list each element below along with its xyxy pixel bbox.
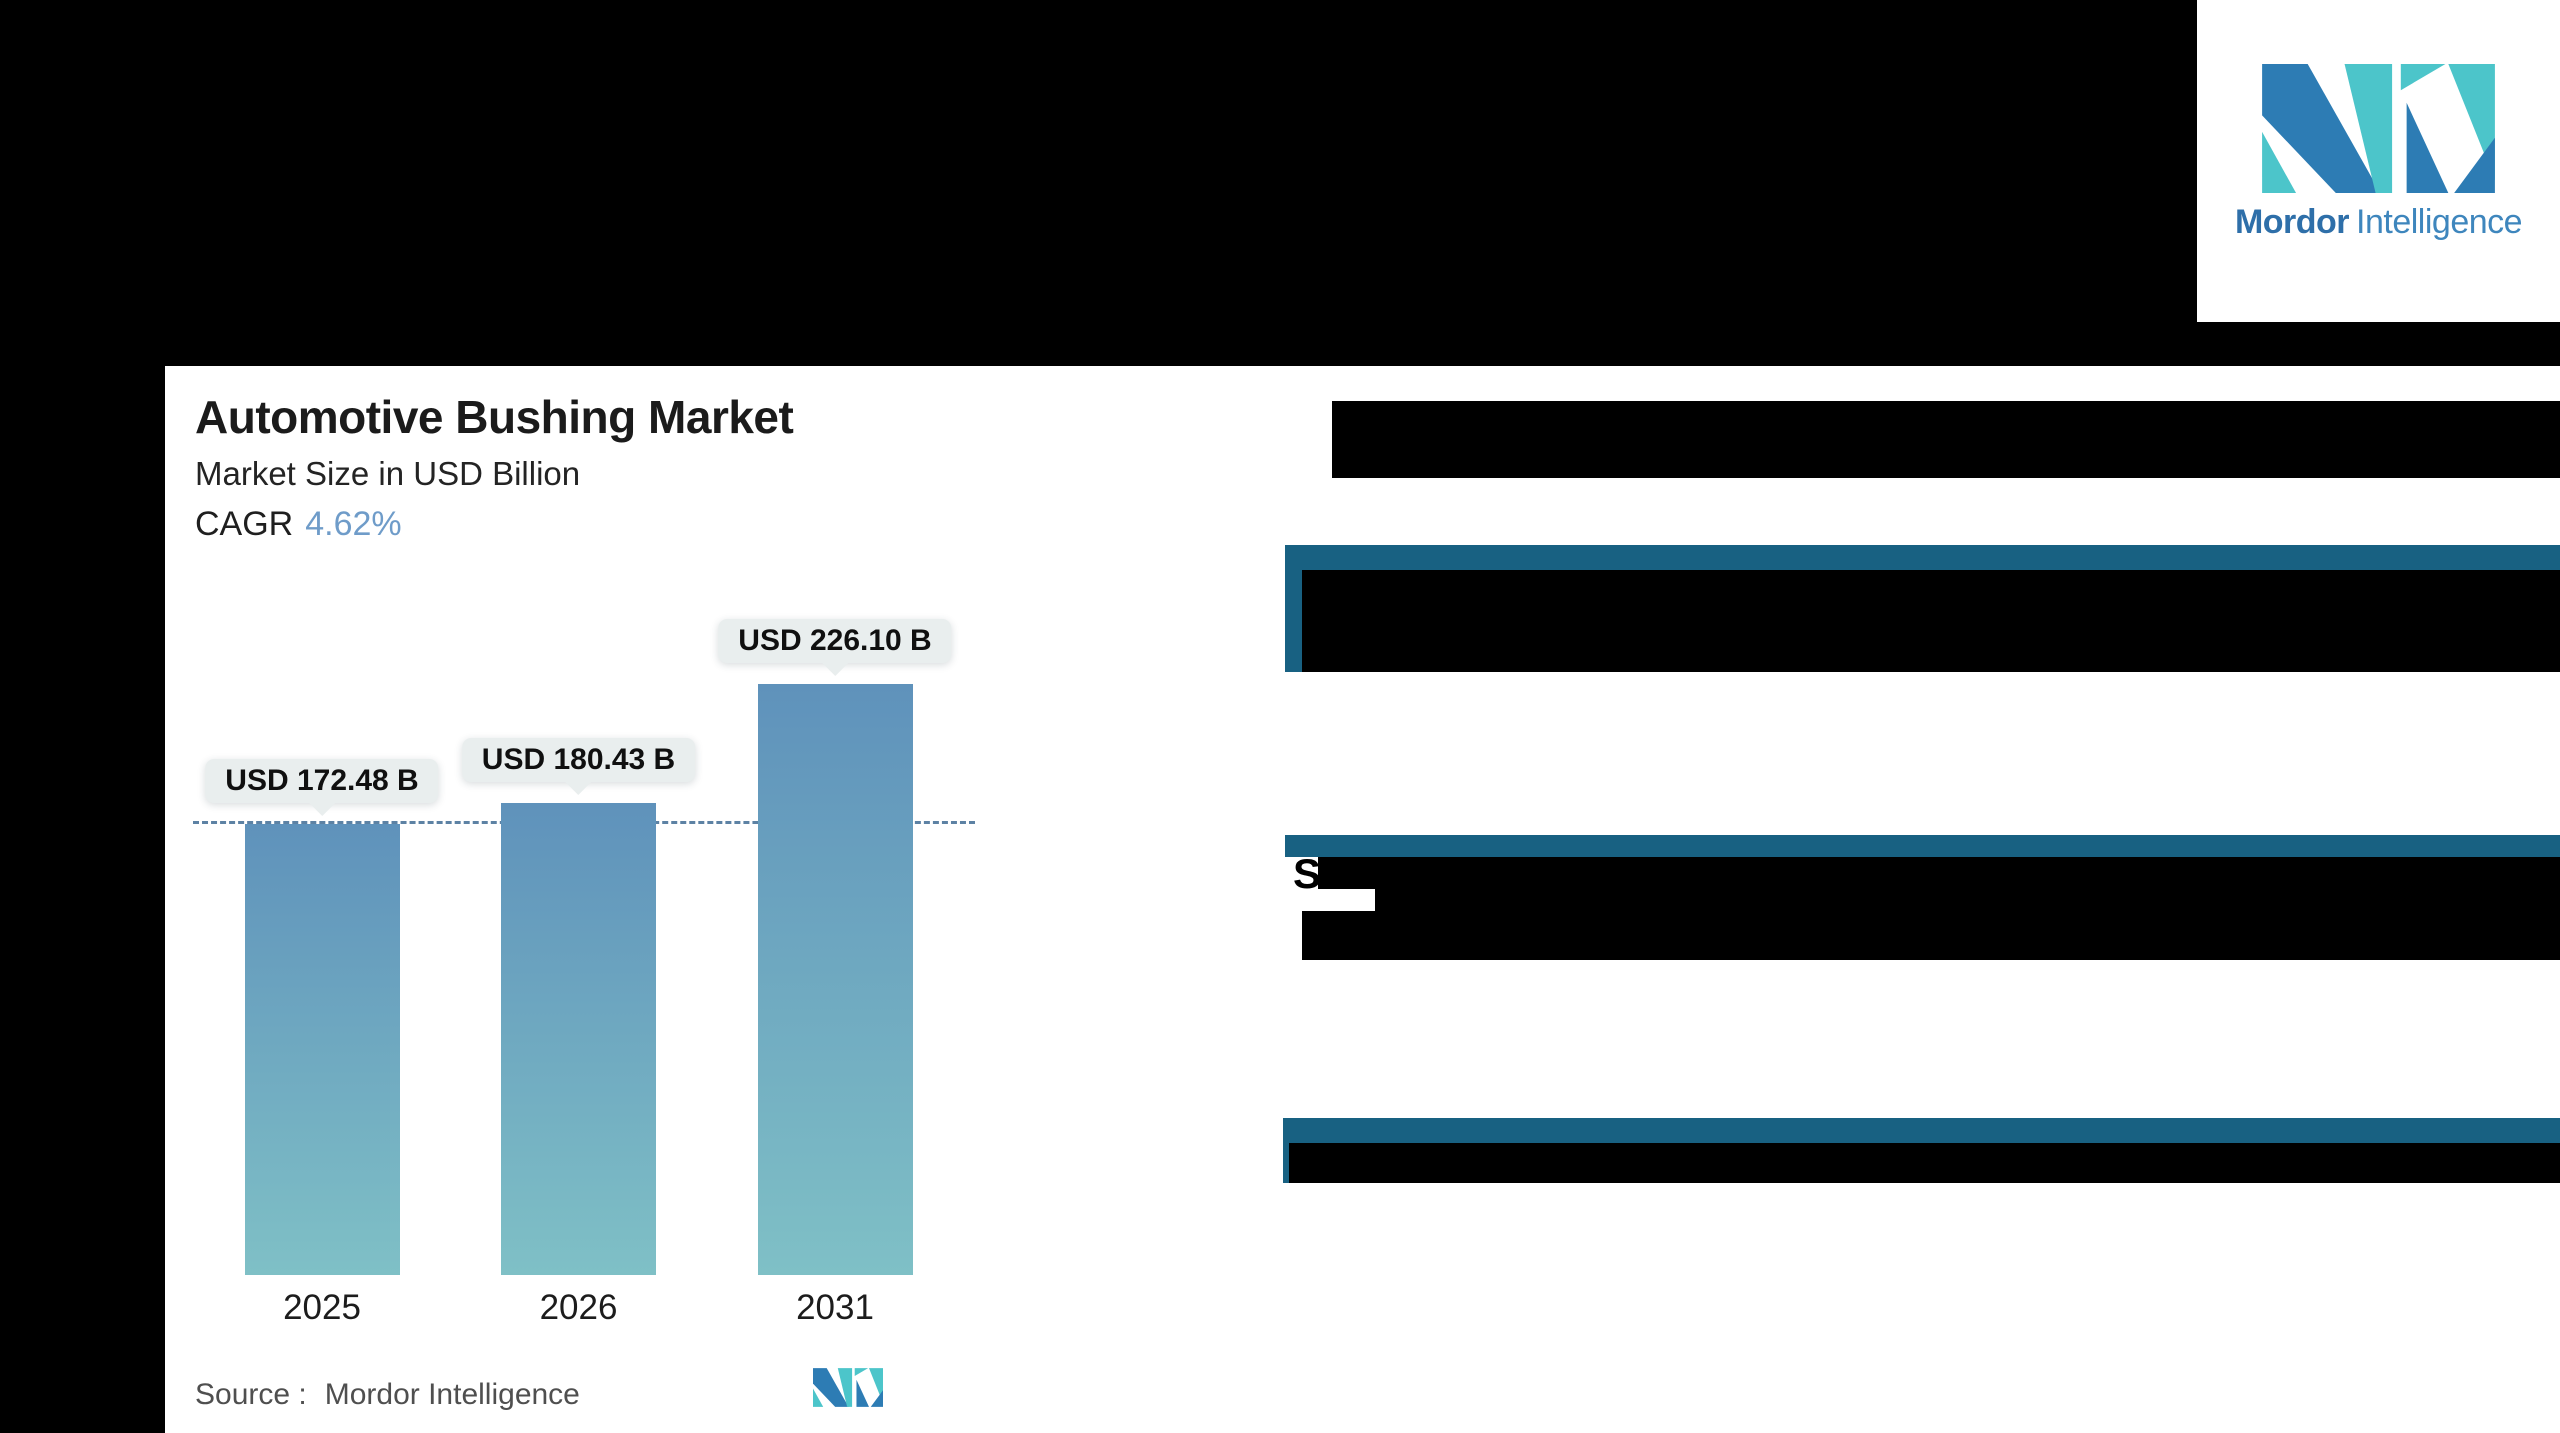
x-axis-label: 2026 <box>539 1288 618 1327</box>
top-banner <box>0 0 2560 366</box>
redacted-text-block-2a <box>1318 857 2560 889</box>
brand-logo-box: Mordor Intelligence <box>2197 0 2560 322</box>
section-header-bar-3 <box>1283 1118 2560 1143</box>
redacted-text-block-2b <box>1375 889 2560 911</box>
x-axis-label: 2031 <box>796 1288 874 1327</box>
redacted-text-block-2c <box>1302 911 2560 960</box>
brand-name-bold: Mordor <box>2234 203 2350 241</box>
bar-value-tooltip: USD 172.48 B <box>205 759 439 803</box>
cagr-label: CAGR <box>195 505 294 543</box>
bar <box>244 824 400 1275</box>
bar-value-tooltip: USD 180.43 B <box>461 738 696 782</box>
brand-name-light: Intelligence <box>2356 203 2523 241</box>
mordor-intelligence-logo-icon <box>2262 64 2495 193</box>
x-axis-label: 2025 <box>283 1288 361 1327</box>
cagr-value: 4.62% <box>305 505 402 543</box>
section-header-bar-1 <box>1285 545 2560 570</box>
mordor-logo-mini-icon <box>813 1368 883 1407</box>
bar-value-tooltip: USD 226.10 B <box>718 619 952 663</box>
cagr-line: CAGR 4.62% <box>195 505 402 544</box>
redacted-text-block-3 <box>1289 1143 2560 1183</box>
redacted-text-block-1 <box>1302 570 2560 672</box>
section-header-left-strip-1 <box>1285 570 1302 672</box>
source-brand: Mordor Intelligence <box>324 1378 580 1411</box>
brand-wordmark: Mordor Intelligence <box>2234 203 2523 242</box>
bar <box>757 684 913 1275</box>
page-title: Automotive Bushing Market <box>195 391 794 443</box>
redacted-heading-first-letter: S <box>1293 850 1322 897</box>
redacted-title-block <box>1332 401 2560 478</box>
source-line: Source : Mordor Intelligence <box>195 1378 580 1412</box>
source-label: Source : <box>195 1378 307 1411</box>
bar <box>501 803 656 1275</box>
section-header-left-strip-3 <box>1283 1143 1289 1183</box>
section-header-bar-2 <box>1285 835 2560 857</box>
chart-subtitle: Market Size in USD Billion <box>195 455 581 492</box>
left-banner <box>0 366 165 1433</box>
